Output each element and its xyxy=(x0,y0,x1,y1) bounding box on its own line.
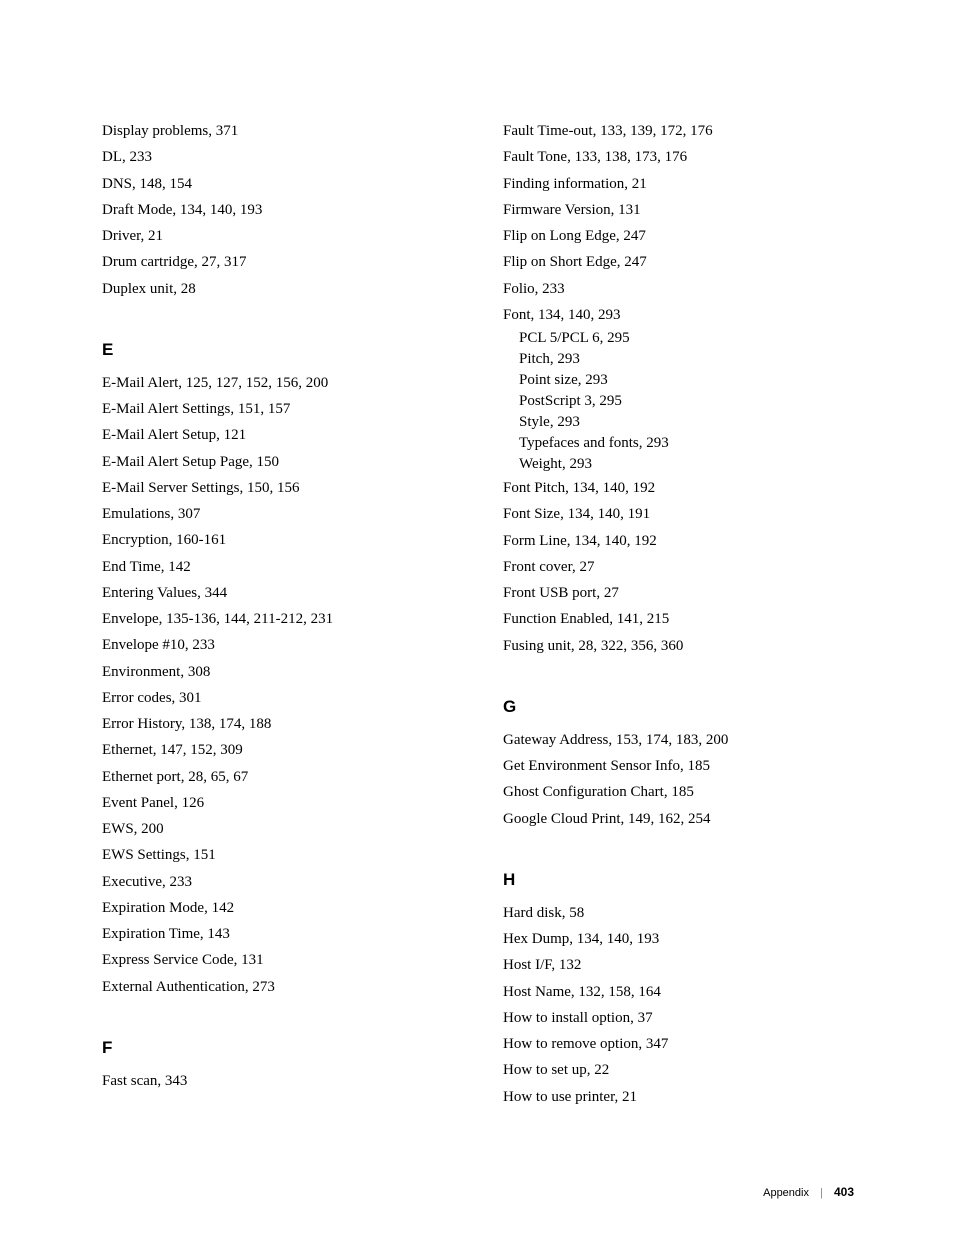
index-entry: Hard disk, 58 xyxy=(503,900,854,926)
index-entry: Folio, 233 xyxy=(503,276,854,302)
index-entry: Host Name, 132, 158, 164 xyxy=(503,979,854,1005)
index-entry: Error History, 138, 174, 188 xyxy=(102,711,453,737)
footer-divider: | xyxy=(820,1187,823,1199)
index-entry: Expiration Mode, 142 xyxy=(102,895,453,921)
section-heading-f: F xyxy=(102,1038,453,1058)
index-entry: How to use printer, 21 xyxy=(503,1084,854,1110)
index-columns: Display problems, 371 DL, 233 DNS, 148, … xyxy=(102,118,854,1110)
index-entry: EWS Settings, 151 xyxy=(102,842,453,868)
index-entry: Error codes, 301 xyxy=(102,685,453,711)
section-heading-e: E xyxy=(102,340,453,360)
index-entry: Display problems, 371 xyxy=(102,118,453,144)
index-entry: Gateway Address, 153, 174, 183, 200 xyxy=(503,727,854,753)
index-sub-entry: Weight, 293 xyxy=(503,454,854,475)
index-entry: External Authentication, 273 xyxy=(102,974,453,1000)
index-entry: DNS, 148, 154 xyxy=(102,171,453,197)
index-sub-entry: Pitch, 293 xyxy=(503,349,854,370)
index-entry: Font Pitch, 134, 140, 192 xyxy=(503,475,854,501)
index-entry: Fault Time-out, 133, 139, 172, 176 xyxy=(503,118,854,144)
left-column: Display problems, 371 DL, 233 DNS, 148, … xyxy=(102,118,453,1110)
index-entry: Event Panel, 126 xyxy=(102,790,453,816)
index-entry: Host I/F, 132 xyxy=(503,952,854,978)
index-entry: Front USB port, 27 xyxy=(503,580,854,606)
index-entry: Flip on Short Edge, 247 xyxy=(503,249,854,275)
index-entry: Emulations, 307 xyxy=(102,501,453,527)
index-entry: Flip on Long Edge, 247 xyxy=(503,223,854,249)
index-sub-entry: Point size, 293 xyxy=(503,370,854,391)
index-entry: Express Service Code, 131 xyxy=(102,947,453,973)
index-entry: DL, 233 xyxy=(102,144,453,170)
index-entry: Driver, 21 xyxy=(102,223,453,249)
footer-page-number: 403 xyxy=(834,1185,854,1199)
section-heading-g: G xyxy=(503,697,854,717)
index-entry: Ethernet port, 28, 65, 67 xyxy=(102,764,453,790)
index-entry: Encryption, 160-161 xyxy=(102,527,453,553)
index-entry: Google Cloud Print, 149, 162, 254 xyxy=(503,806,854,832)
index-entry: Font Size, 134, 140, 191 xyxy=(503,501,854,527)
index-entry: Hex Dump, 134, 140, 193 xyxy=(503,926,854,952)
index-entry: Fast scan, 343 xyxy=(102,1068,453,1094)
index-entry: Ethernet, 147, 152, 309 xyxy=(102,737,453,763)
index-entry: Environment, 308 xyxy=(102,659,453,685)
index-entry: Drum cartridge, 27, 317 xyxy=(102,249,453,275)
index-sub-entry: PostScript 3, 295 xyxy=(503,391,854,412)
index-sub-entry: Style, 293 xyxy=(503,412,854,433)
index-entry: E-Mail Server Settings, 150, 156 xyxy=(102,475,453,501)
index-entry: End Time, 142 xyxy=(102,554,453,580)
index-entry: E-Mail Alert Setup, 121 xyxy=(102,422,453,448)
page-footer: Appendix | 403 xyxy=(763,1185,854,1199)
index-entry: Envelope, 135-136, 144, 211-212, 231 xyxy=(102,606,453,632)
index-entry: Form Line, 134, 140, 192 xyxy=(503,528,854,554)
index-entry: Firmware Version, 131 xyxy=(503,197,854,223)
index-entry: Ghost Configuration Chart, 185 xyxy=(503,779,854,805)
index-entry: Front cover, 27 xyxy=(503,554,854,580)
index-entry: Fusing unit, 28, 322, 356, 360 xyxy=(503,633,854,659)
index-sub-entry: PCL 5/PCL 6, 295 xyxy=(503,328,854,349)
index-entry: Envelope #10, 233 xyxy=(102,632,453,658)
index-entry: Finding information, 21 xyxy=(503,171,854,197)
index-entry: Function Enabled, 141, 215 xyxy=(503,606,854,632)
index-entry: Font, 134, 140, 293 xyxy=(503,302,854,328)
index-entry: How to set up, 22 xyxy=(503,1057,854,1083)
index-entry: How to install option, 37 xyxy=(503,1005,854,1031)
index-entry: Entering Values, 344 xyxy=(102,580,453,606)
footer-section-label: Appendix xyxy=(763,1187,809,1199)
index-entry: Executive, 233 xyxy=(102,869,453,895)
index-entry: Duplex unit, 28 xyxy=(102,276,453,302)
index-sub-entry: Typefaces and fonts, 293 xyxy=(503,433,854,454)
section-heading-h: H xyxy=(503,870,854,890)
index-entry: Get Environment Sensor Info, 185 xyxy=(503,753,854,779)
index-entry: How to remove option, 347 xyxy=(503,1031,854,1057)
index-entry: E-Mail Alert Settings, 151, 157 xyxy=(102,396,453,422)
index-entry: E-Mail Alert, 125, 127, 152, 156, 200 xyxy=(102,370,453,396)
right-column: Fault Time-out, 133, 139, 172, 176 Fault… xyxy=(503,118,854,1110)
index-entry: Draft Mode, 134, 140, 193 xyxy=(102,197,453,223)
index-entry: Fault Tone, 133, 138, 173, 176 xyxy=(503,144,854,170)
index-entry: EWS, 200 xyxy=(102,816,453,842)
index-entry: Expiration Time, 143 xyxy=(102,921,453,947)
index-entry: E-Mail Alert Setup Page, 150 xyxy=(102,449,453,475)
